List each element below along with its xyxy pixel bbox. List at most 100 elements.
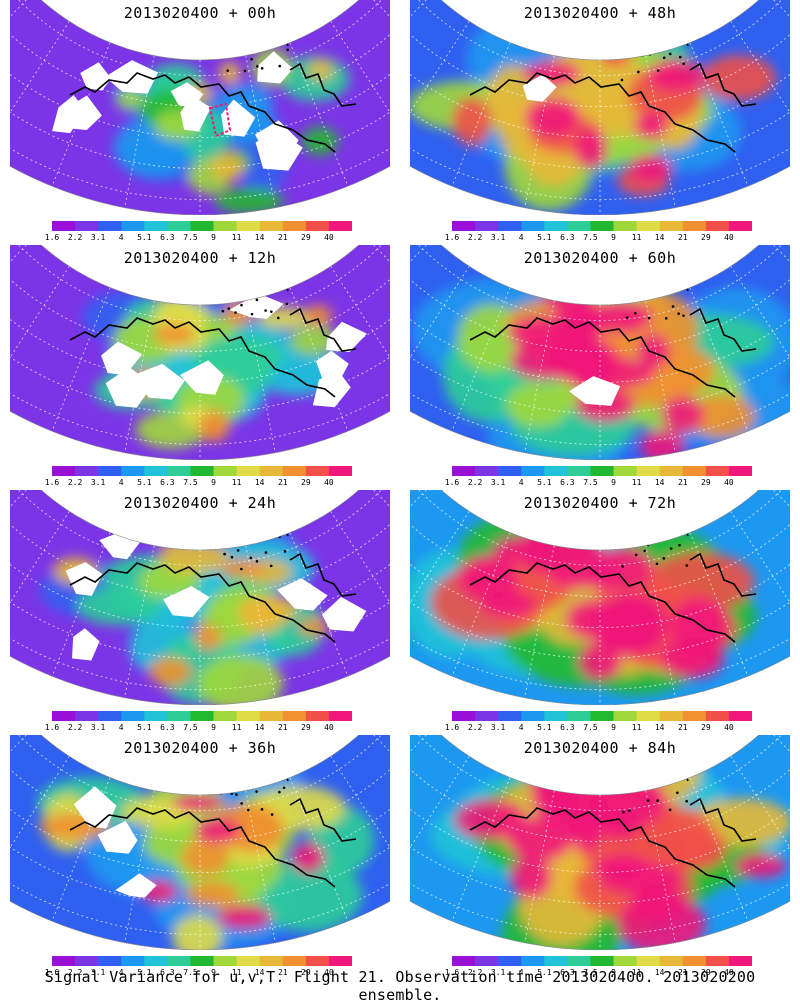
colorbar-swatch	[636, 711, 661, 721]
colorbar-swatch	[452, 466, 476, 476]
colorbar-tick-label: 7.5	[183, 233, 198, 242]
colorbar-tick-label: 40	[724, 478, 734, 487]
colorbar-swatch	[659, 956, 684, 966]
colorbar-tick-label: 6.3	[160, 478, 175, 487]
variance-map	[10, 0, 390, 215]
colorbar-tick-label: 1.6	[444, 233, 460, 242]
colorbar-tick-label: 1.6	[44, 723, 60, 732]
colorbar-tick-label: 5.1	[537, 723, 552, 732]
colorbar-swatch	[213, 956, 238, 966]
colorbar-tick-label: 5.1	[137, 968, 152, 977]
colorbar-tick-label: 21	[677, 723, 688, 732]
panel-title: 2013020400 + 24h	[123, 494, 277, 512]
colorbar-tick-label: 11	[631, 478, 642, 487]
colorbar	[52, 466, 352, 476]
colorbar-swatch	[98, 466, 122, 476]
colorbar-swatch	[236, 711, 261, 721]
colorbar-swatch	[498, 956, 522, 966]
colorbar-tick-label: 14	[654, 968, 665, 977]
colorbar-tick-label: 1.6	[44, 478, 60, 487]
colorbar-tick-label: 4	[518, 233, 524, 242]
colorbar-swatch	[613, 466, 638, 476]
colorbar-labels: 1.6 2.2 3.1 4 5.1 6.3 7.5 9 11 14 21 29 40	[438, 723, 768, 733]
colorbar-tick-label: 21	[277, 968, 288, 977]
colorbar-swatch	[52, 956, 76, 966]
colorbar-tick-label: 3.1	[90, 478, 106, 487]
variance-map	[410, 245, 790, 460]
colorbar-tick-label: 3.1	[90, 723, 106, 732]
colorbar-swatch	[590, 711, 615, 721]
colorbar-swatch	[521, 466, 545, 476]
colorbar-swatch	[498, 466, 522, 476]
colorbar-swatch	[144, 466, 168, 476]
colorbar-swatch	[475, 956, 499, 966]
colorbar-tick-label: 40	[324, 233, 334, 242]
colorbar-tick-label: 1.6	[44, 968, 60, 977]
colorbar-swatch	[213, 466, 238, 476]
map-panel: 2013020400 + 12h 1.6 2.2 3.1 4 5.1 6.3 7.5 9 11 14…	[10, 245, 390, 487]
colorbar-swatch	[659, 466, 684, 476]
colorbar-tick-label: 3.1	[490, 968, 506, 977]
colorbar-swatch	[567, 956, 591, 966]
colorbar-labels: 1.6 2.2 3.1 4 5.1 6.3 7.5 9 11 14 21 29 40	[38, 968, 368, 978]
colorbar-tick-label: 14	[254, 968, 265, 977]
colorbar-tick-label: 7.5	[583, 233, 598, 242]
colorbar-swatch	[659, 711, 684, 721]
colorbar-swatch	[98, 711, 122, 721]
colorbar-swatch	[682, 711, 707, 721]
colorbar-swatch	[636, 956, 661, 966]
variance-map	[410, 490, 790, 705]
variance-map	[10, 490, 390, 705]
colorbar-swatch	[659, 221, 684, 231]
colorbar-tick-label: 14	[254, 478, 265, 487]
panel-title: 2013020400 + 36h	[123, 739, 277, 757]
colorbar-tick-label: 29	[301, 723, 311, 732]
colorbar-tick-label: 5.1	[137, 233, 152, 242]
colorbar-swatch	[590, 956, 615, 966]
colorbar-tick-label: 2.2	[67, 723, 83, 732]
colorbar-swatch	[452, 711, 476, 721]
colorbar-swatch	[167, 956, 191, 966]
colorbar-tick-label: 29	[701, 478, 711, 487]
colorbar-swatch	[328, 711, 352, 721]
colorbar-tick-label: 11	[631, 968, 642, 977]
figure-caption: Signal Variance for u,v,T. Flight 21. Ob…	[44, 968, 756, 1004]
colorbar-swatch	[705, 956, 730, 966]
colorbar-tick-label: 14	[654, 723, 665, 732]
colorbar-tick-label: 3.1	[490, 233, 506, 242]
colorbar-swatch	[259, 956, 284, 966]
colorbar-swatch	[213, 711, 238, 721]
colorbar-tick-label: 4	[118, 968, 124, 977]
colorbar-tick-label: 3.1	[490, 478, 506, 487]
colorbar-swatch	[728, 956, 752, 966]
colorbar-tick-label: 40	[724, 723, 734, 732]
colorbar-swatch	[282, 221, 307, 231]
colorbar-tick-label: 11	[231, 723, 242, 732]
colorbar-tick-label: 11	[231, 478, 242, 487]
map-panel: 2013020400 + 24h 1.6 2.2 3.1 4 5.1 6.3 7.5 9 11 14…	[10, 490, 390, 732]
colorbar-tick-label: 9	[211, 233, 216, 242]
colorbar-tick-label: 21	[677, 968, 688, 977]
colorbar-tick-label: 4	[518, 723, 524, 732]
colorbar-swatch	[282, 711, 307, 721]
colorbar-tick-label: 29	[701, 233, 711, 242]
colorbar-swatch	[705, 711, 730, 721]
colorbar-swatch	[590, 221, 615, 231]
colorbar-labels: 1.6 2.2 3.1 4 5.1 6.3 7.5 9 11 14 21 29 40	[38, 233, 368, 243]
panel-title: 2013020400 + 72h	[523, 494, 677, 512]
colorbar-swatch	[236, 956, 261, 966]
colorbar-swatch	[544, 221, 568, 231]
colorbar-tick-label: 14	[654, 478, 665, 487]
colorbar-tick-label: 21	[277, 478, 288, 487]
colorbar-tick-label: 6.3	[160, 233, 175, 242]
colorbar-swatch	[121, 711, 145, 721]
colorbar-tick-label: 4	[118, 478, 124, 487]
colorbar-swatch	[98, 221, 122, 231]
colorbar-tick-label: 7.5	[583, 478, 598, 487]
colorbar-swatch	[305, 466, 330, 476]
colorbar-swatch	[144, 956, 168, 966]
map-panel: 2013020400 + 36h 1.6 2.2 3.1 4 5.1 6.3 7.5 9 11 14…	[10, 735, 390, 978]
colorbar-swatch	[705, 221, 730, 231]
colorbar-tick-label: 3.1	[90, 233, 106, 242]
colorbar-swatch	[52, 221, 76, 231]
